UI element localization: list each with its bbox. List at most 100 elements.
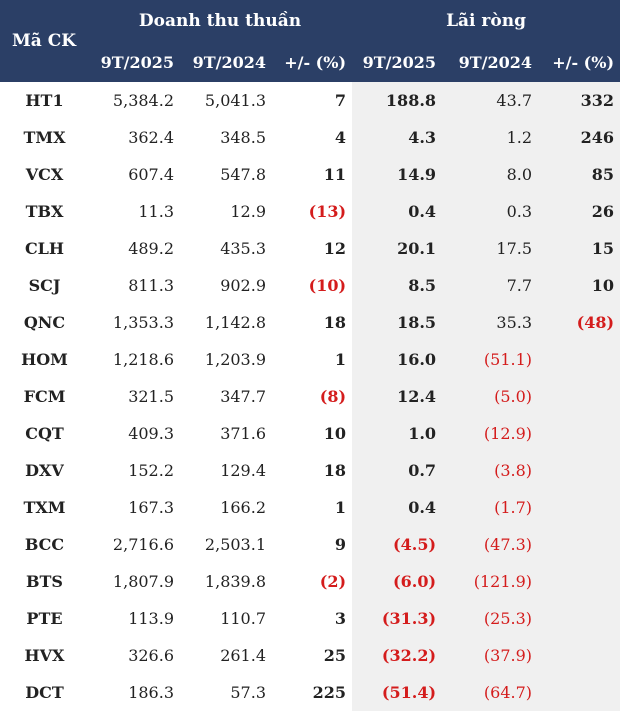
table-row: FCM 321.5 347.7 (8) 12.4 (5.0)	[0, 378, 620, 415]
cell-np-2024: (3.8)	[442, 452, 539, 489]
table-row: QNC 1,353.3 1,142.8 18 18.5 35.3 (48)	[0, 304, 620, 341]
cell-rev-2024: 110.7	[220, 609, 266, 628]
cell-rev-2024: 166.2	[220, 498, 266, 517]
cell-ticker: TXM	[23, 498, 66, 517]
cell-ticker: HVX	[24, 646, 65, 665]
cell-np-2025: 0.4	[352, 193, 443, 230]
cell-rev-2024: 1,142.8	[204, 313, 266, 332]
cell-np-change	[538, 637, 620, 674]
cell-np-2025: 20.1	[352, 230, 443, 267]
table-row: DCT 186.3 57.3 225 (51.4) (64.7)	[0, 674, 620, 711]
cell-rev-2025: 326.6	[128, 646, 174, 665]
cell-ticker: CLH	[24, 239, 65, 258]
header-np-2025: 9T/2025	[352, 42, 443, 82]
cell-np-2025: 188.8	[352, 82, 443, 119]
cell-rev-change: 9	[334, 535, 347, 554]
cell-rev-change: 4	[334, 128, 347, 147]
table-row: HVX 326.6 261.4 25 (32.2) (37.9)	[0, 637, 620, 674]
cell-rev-2025: 489.2	[128, 239, 174, 258]
cell-np-change: 246	[538, 119, 620, 156]
cell-rev-2024: 371.6	[220, 424, 266, 443]
header-rev-2024: 9T/2024	[180, 42, 272, 82]
header-profit-group: Lãi ròng	[352, 0, 620, 42]
cell-np-change	[538, 526, 620, 563]
header-rev-2025: 9T/2025	[88, 42, 180, 82]
cell-ticker: PTE	[26, 609, 63, 628]
cell-ticker: QNC	[23, 313, 66, 332]
cell-rev-change: 18	[323, 313, 347, 332]
header-ticker: Mã CK	[0, 0, 88, 82]
cell-np-2024: (25.3)	[442, 600, 539, 637]
cell-rev-change: (2)	[319, 572, 347, 591]
cell-np-2024: (12.9)	[442, 415, 539, 452]
header-np-2024: 9T/2024	[442, 42, 539, 82]
cell-rev-change: 25	[323, 646, 347, 665]
cell-ticker: TMX	[23, 128, 66, 147]
header-rev-change: +/- (%)	[272, 42, 353, 82]
cell-rev-2024: 547.8	[220, 165, 266, 184]
table-row: BCC 2,716.6 2,503.1 9 (4.5) (47.3)	[0, 526, 620, 563]
cell-np-change: 332	[538, 82, 620, 119]
cell-rev-2025: 1,218.6	[112, 350, 174, 369]
cell-rev-2024: 261.4	[220, 646, 266, 665]
cell-np-2024: (47.3)	[442, 526, 539, 563]
cell-rev-2025: 152.2	[128, 461, 174, 480]
cell-rev-2025: 321.5	[128, 387, 174, 406]
cell-rev-2025: 5,384.2	[112, 91, 174, 110]
cell-ticker: SCJ	[28, 276, 61, 295]
cell-ticker: CQT	[25, 424, 64, 443]
cell-rev-2025: 607.4	[128, 165, 174, 184]
cell-rev-change: 11	[323, 165, 347, 184]
table-row: CLH 489.2 435.3 12 20.1 17.5 15	[0, 230, 620, 267]
cell-np-change	[538, 674, 620, 711]
cell-np-2024: (1.7)	[442, 489, 539, 526]
cell-rev-2025: 362.4	[128, 128, 174, 147]
cell-rev-change: 12	[323, 239, 347, 258]
cell-rev-2025: 811.3	[128, 276, 174, 295]
cell-rev-2025: 1,353.3	[112, 313, 174, 332]
cell-ticker: TBX	[25, 202, 64, 221]
cell-np-2024: (5.0)	[442, 378, 539, 415]
cell-np-change: 85	[538, 156, 620, 193]
table-row: SCJ 811.3 902.9 (10) 8.5 7.7 10	[0, 267, 620, 304]
cell-np-2024: 1.2	[442, 119, 539, 156]
cell-rev-2024: 129.4	[220, 461, 266, 480]
cell-rev-2025: 167.3	[128, 498, 174, 517]
cell-np-2024: 0.3	[442, 193, 539, 230]
cell-np-2025: 14.9	[352, 156, 443, 193]
cell-np-2025: (6.0)	[352, 563, 443, 600]
table-row: HOM 1,218.6 1,203.9 1 16.0 (51.1)	[0, 341, 620, 378]
cell-rev-2024: 435.3	[220, 239, 266, 258]
cell-np-2025: 0.4	[352, 489, 443, 526]
cell-np-change: 15	[538, 230, 620, 267]
cell-rev-2025: 2,716.6	[112, 535, 174, 554]
cell-rev-2024: 5,041.3	[204, 91, 266, 110]
table-row: CQT 409.3 371.6 10 1.0 (12.9)	[0, 415, 620, 452]
cell-np-2025: (31.3)	[352, 600, 443, 637]
cell-rev-2024: 347.7	[220, 387, 266, 406]
table-row: DXV 152.2 129.4 18 0.7 (3.8)	[0, 452, 620, 489]
cell-ticker: HOM	[21, 350, 68, 369]
cell-rev-change: 3	[334, 609, 347, 628]
cell-rev-change: (8)	[319, 387, 347, 406]
header-revenue-group: Doanh thu thuần	[88, 0, 353, 42]
cell-np-change	[538, 452, 620, 489]
cell-rev-change: 7	[334, 91, 347, 110]
cell-np-2024: 35.3	[442, 304, 539, 341]
cell-np-2025: 0.7	[352, 452, 443, 489]
cell-np-2024: 17.5	[442, 230, 539, 267]
cell-rev-change: (13)	[308, 202, 347, 221]
cell-np-2025: 1.0	[352, 415, 443, 452]
cell-rev-2025: 409.3	[128, 424, 174, 443]
cell-rev-2024: 1,839.8	[204, 572, 266, 591]
cell-rev-change: 18	[323, 461, 347, 480]
cell-np-change	[538, 341, 620, 378]
cell-rev-2025: 113.9	[128, 609, 174, 628]
cell-rev-2025: 186.3	[128, 683, 174, 702]
cell-np-change: 26	[538, 193, 620, 230]
header-np-change: +/- (%)	[538, 42, 620, 82]
cell-rev-change: 1	[334, 350, 347, 369]
cell-np-change	[538, 489, 620, 526]
